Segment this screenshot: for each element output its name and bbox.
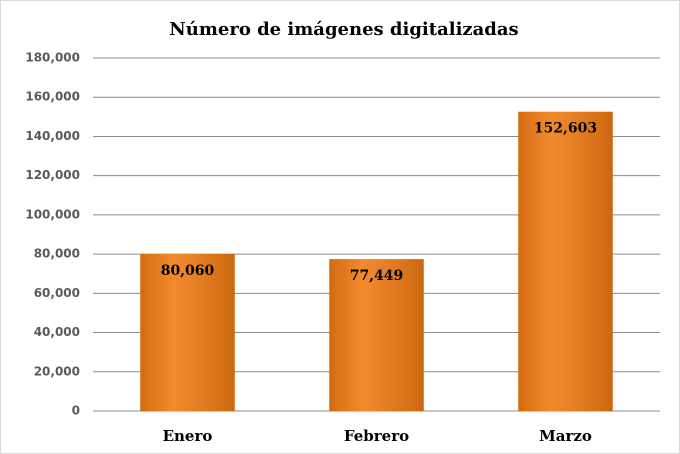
bar-shade <box>518 111 613 411</box>
y-tick-label: 20,000 <box>34 364 80 378</box>
y-tick-label: 160,000 <box>25 90 80 104</box>
y-tick-label: 60,000 <box>34 286 80 300</box>
value-label: 77,449 <box>350 268 404 284</box>
y-tick-label: 180,000 <box>25 51 80 65</box>
bar-shade <box>329 259 424 411</box>
y-tick-label: 80,000 <box>34 247 80 261</box>
x-tick-label: Marzo <box>539 427 592 445</box>
value-label: 152,603 <box>534 121 597 137</box>
chart-title: Número de imágenes digitalizadas <box>169 19 518 40</box>
x-tick-label: Febrero <box>344 427 409 445</box>
y-tick-label: 0 <box>72 404 80 418</box>
y-tick-label: 140,000 <box>25 129 80 143</box>
bar-shade <box>140 253 235 411</box>
y-tick-label: 40,000 <box>34 325 80 339</box>
y-tick-label: 120,000 <box>25 168 80 182</box>
x-tick-label: Enero <box>163 427 213 445</box>
y-tick-label: 100,000 <box>25 207 80 221</box>
value-label: 80,060 <box>161 263 215 279</box>
